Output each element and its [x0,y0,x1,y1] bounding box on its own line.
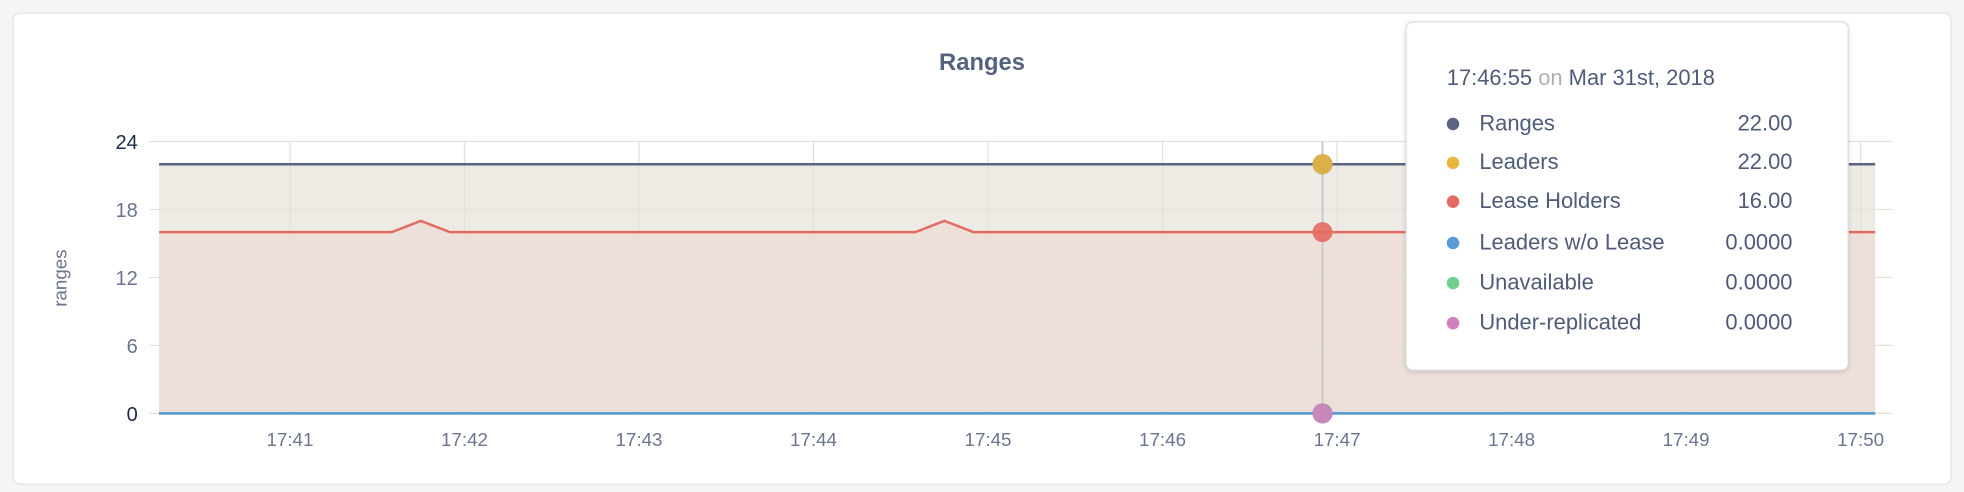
tooltip-on: on [1538,65,1563,91]
tooltip-row: Under-replicated 0.0000 [1446,309,1793,339]
x-tick-label: 17:42 [441,429,488,450]
series-dot-icon [1446,276,1460,290]
tooltip-series-value: 16.00 [1737,187,1793,213]
x-tick-label: 17:47 [1314,429,1361,450]
tooltip-series-label: Leaders w/o Lease [1479,229,1665,255]
y-tick-label: 12 [116,268,138,290]
tooltip-series-value: 0.0000 [1725,269,1793,295]
x-tick-label: 17:43 [616,429,663,450]
tooltip-series-value: 22.00 [1737,110,1793,136]
tooltip-series-value: 0.0000 [1725,309,1793,335]
tooltip-row: Leaders w/o Lease 0.0000 [1446,229,1793,259]
x-tick-label: 17:44 [790,429,837,450]
tooltip-row: Unavailable 0.0000 [1446,269,1793,299]
tooltip-date: Mar 31st, 2018 [1568,65,1715,91]
series-dot-icon [1446,117,1460,131]
series-dot-icon [1446,195,1460,208]
tooltip-series-value: 22.00 [1737,149,1793,175]
x-tick-label: 17:49 [1663,429,1710,450]
series-dot-icon [1446,236,1460,250]
tooltip-series-label: Lease Holders [1479,187,1621,213]
series-dot-icon [1446,156,1460,170]
hover-tooltip: 17:46:55 on Mar 31st, 2018 Ranges 22.00 Le… [1405,21,1849,371]
series-line-lease-holders [159,219,1876,234]
tooltip-row: Ranges 22.00 [1446,110,1793,140]
tooltip-series-label: Ranges [1479,110,1555,136]
y-tick-label: 18 [116,200,138,222]
x-tick-label: 17:48 [1488,429,1535,450]
tooltip-header: 17:46:55 on Mar 31st, 2018 [1447,65,1715,91]
tooltip-series-label: Leaders [1479,149,1559,175]
x-tick-label: 17:50 [1837,429,1884,450]
x-tick-label: 17:41 [266,429,313,450]
tooltip-series-value: 0.0000 [1725,229,1793,255]
hover-marker-lease-holders [1312,222,1333,243]
tooltip-series-label: Under-replicated [1479,309,1642,335]
chart-title: Ranges [939,50,1026,77]
tooltip-row: Leaders 22.00 [1446,149,1793,179]
y-axis-label: ranges [49,249,70,306]
y-tick-label: 24 [116,132,138,154]
x-tick-label: 17:46 [1139,429,1186,450]
tooltip-row: Lease Holders 16.00 [1446,187,1793,218]
tooltip-time: 17:46:55 [1446,65,1533,91]
y-tick-label: 6 [127,336,138,358]
tooltip-series-label: Unavailable [1479,269,1594,295]
series-dot-icon [1446,316,1460,330]
y-tick-label: 0 [127,404,138,426]
hover-marker-leaders [1312,154,1333,175]
hover-marker-under-replicated [1312,403,1333,424]
x-tick-label: 17:45 [965,429,1012,450]
